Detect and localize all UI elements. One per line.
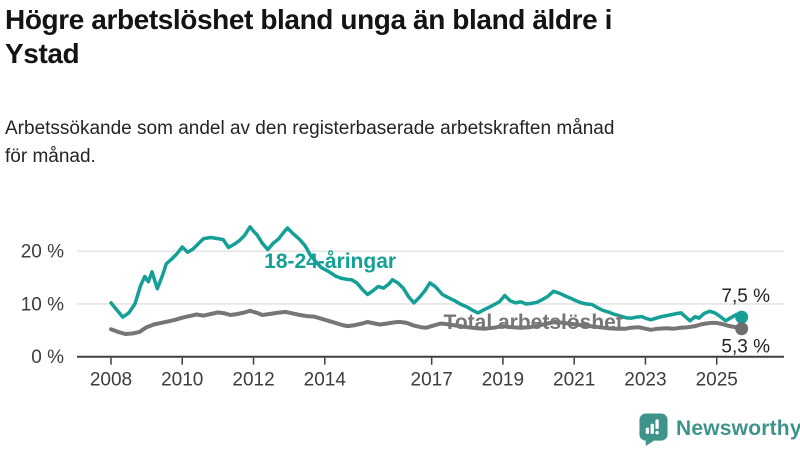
series-label-total: Total arbetslöshet: [444, 311, 623, 334]
line-chart-canvas: 0 % 10 % 20 % 2008 2010 2012 2014 2017 2019 2021 2…: [21, 225, 784, 391]
series-line-youth: [109, 225, 744, 323]
end-dot-youth: [735, 310, 749, 324]
newsworthy-logo-text: Newsworthy: [676, 417, 800, 440]
newsworthy-logo: Newsworthy: [638, 412, 800, 446]
logo-exclamation-dot: [655, 430, 659, 434]
end-dot-total: [735, 322, 749, 336]
x-tick-label: 2014: [304, 370, 347, 391]
x-tick-label: 2010: [161, 370, 203, 391]
y-tick-label: 20 %: [21, 242, 64, 263]
y-tick-label: 10 %: [21, 294, 64, 315]
line-chart: 0 % 10 % 20 % 2008 2010 2012 2014 2017 2019 2021 2…: [0, 200, 800, 405]
logo-bar-tall: [650, 423, 654, 434]
series-line-total: [109, 308, 744, 336]
x-tick-label: 2008: [90, 370, 132, 391]
x-tick-label: 2025: [696, 370, 738, 391]
x-tick-label: 2023: [624, 370, 666, 391]
chart-title: Högre arbetslöshet bland unga än bland ä…: [5, 4, 613, 69]
y-tick-label: 0 %: [31, 347, 64, 368]
logo-bar-short: [645, 427, 650, 434]
logo-exclamation-stem: [655, 418, 659, 429]
newsworthy-logo-icon: [639, 413, 668, 446]
x-tick-label: 2019: [482, 370, 524, 391]
series-label-youth: 18-24-åringar: [264, 250, 396, 273]
chart-subtitle: Arbetssökande som andel av den registerb…: [5, 118, 615, 167]
x-tick-label: 2017: [411, 370, 453, 391]
logo-bubble-tail: [645, 439, 654, 446]
end-value-label-youth: 7,5 %: [721, 286, 770, 307]
x-tick-label: 2012: [232, 370, 274, 391]
x-tick-label: 2021: [553, 370, 595, 391]
end-value-label-total: 5,3 %: [721, 337, 770, 358]
